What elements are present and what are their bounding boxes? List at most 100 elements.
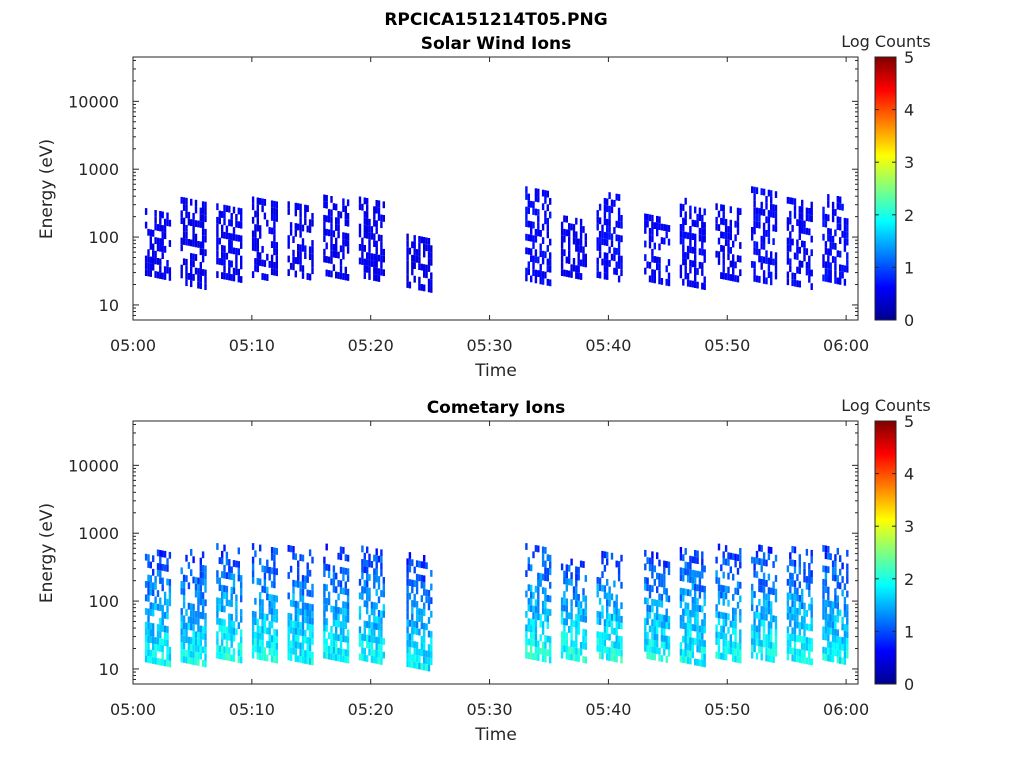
heatmap-cell (646, 645, 649, 653)
heatmap-cell (786, 578, 790, 586)
heatmap-cell (606, 205, 609, 213)
heatmap-cell (268, 648, 271, 656)
heatmap-cell (739, 561, 742, 569)
heatmap-cell (734, 648, 737, 656)
heatmap-cell (532, 221, 535, 229)
heatmap-cell (266, 274, 269, 281)
heatmap-cell (751, 556, 754, 564)
heatmap-cell (294, 580, 297, 588)
heatmap-cell (251, 216, 255, 224)
heatmap-cell (377, 637, 381, 644)
heatmap-cell (256, 632, 259, 640)
heatmap-cell (159, 217, 162, 225)
heatmap-cell (560, 651, 564, 659)
heatmap-cell (831, 567, 835, 575)
heatmap-cell (694, 281, 697, 288)
heatmap-cell (411, 579, 414, 587)
heatmap-cell (166, 565, 169, 572)
heatmap-cell (368, 635, 371, 642)
heatmap-cell (275, 201, 278, 209)
heatmap-cell (660, 600, 664, 608)
heatmap-cell (275, 595, 278, 603)
heatmap-cell (427, 617, 431, 624)
heatmap-cell (375, 616, 378, 624)
heatmap-cell (361, 203, 364, 211)
heatmap-cell (218, 625, 221, 632)
heatmap-cell (689, 562, 692, 570)
colorbar-tick-label: 3 (904, 153, 914, 172)
heatmap-cell (563, 604, 566, 612)
heatmap-cell (786, 606, 790, 613)
heatmap-cell (808, 658, 811, 665)
heatmap-cell (297, 608, 300, 615)
heatmap-cell (762, 236, 766, 244)
heatmap-cell (686, 273, 690, 280)
x-tick-label: 05:10 (229, 336, 275, 355)
heatmap-cell (270, 594, 274, 602)
heatmap-cell (358, 640, 362, 647)
heatmap-cell (801, 220, 804, 227)
heatmap-cell (180, 217, 183, 224)
heatmap-cell (698, 578, 702, 585)
heatmap-cell (767, 607, 771, 615)
heatmap-cell (701, 585, 704, 593)
heatmap-cell (380, 563, 383, 570)
heatmap-cell (425, 657, 428, 665)
heatmap-cell (180, 196, 183, 204)
heatmap-cell (413, 580, 416, 587)
heatmap-cell (161, 645, 164, 653)
heatmap-cell (370, 635, 374, 643)
heatmap-cell (525, 611, 528, 618)
heatmap-cell (758, 208, 761, 215)
heatmap-cell (839, 196, 842, 204)
heatmap-cell (701, 214, 704, 222)
heatmap-cell (824, 565, 828, 573)
heatmap-cell (323, 201, 326, 209)
heatmap-cell (335, 640, 338, 648)
heatmap-cell (292, 634, 295, 641)
heatmap-cell (663, 614, 666, 622)
heatmap-cell (337, 217, 340, 225)
heatmap-cell (311, 253, 314, 261)
heatmap-cell (361, 572, 364, 580)
heatmap-cell (767, 210, 771, 217)
heatmap-cell (836, 595, 839, 603)
heatmap-cell (755, 187, 759, 195)
heatmap-cell (308, 651, 312, 658)
heatmap-cell (570, 558, 573, 566)
heatmap-cell (703, 565, 706, 573)
heatmap-cell (843, 630, 847, 638)
heatmap-cell (304, 245, 307, 253)
heatmap-cell (423, 643, 426, 650)
heatmap-cell (846, 644, 849, 652)
heatmap-cell (653, 256, 656, 263)
heatmap-cell (532, 605, 535, 613)
heatmap-cell (335, 203, 338, 211)
heatmap-cell (154, 637, 157, 644)
heatmap-cell (703, 626, 706, 634)
heatmap-cell (163, 564, 167, 572)
heatmap-cell (223, 626, 226, 633)
heatmap-cell (703, 228, 706, 236)
heatmap-cell (223, 605, 226, 613)
heatmap-cell (808, 644, 811, 652)
heatmap-cell (798, 601, 801, 609)
heatmap-cell (791, 546, 794, 553)
heatmap-cell (240, 235, 243, 243)
heatmap-cell (230, 593, 233, 601)
heatmap-cell (796, 280, 799, 288)
heatmap-cell (822, 565, 825, 573)
x-tick-label: 05:50 (704, 700, 750, 719)
heatmap-cell (297, 567, 300, 575)
heatmap-cell (765, 277, 768, 285)
heatmap-cell (232, 573, 236, 581)
heatmap-cell (190, 266, 193, 274)
heatmap-cell (375, 274, 378, 282)
heatmap-cell (413, 248, 416, 256)
heatmap-cell (601, 645, 604, 653)
heatmap-cell (159, 570, 162, 578)
heatmap-cell (656, 606, 659, 614)
heatmap-cell (273, 642, 276, 650)
heatmap-cell (230, 213, 233, 220)
heatmap-cell (810, 624, 813, 632)
